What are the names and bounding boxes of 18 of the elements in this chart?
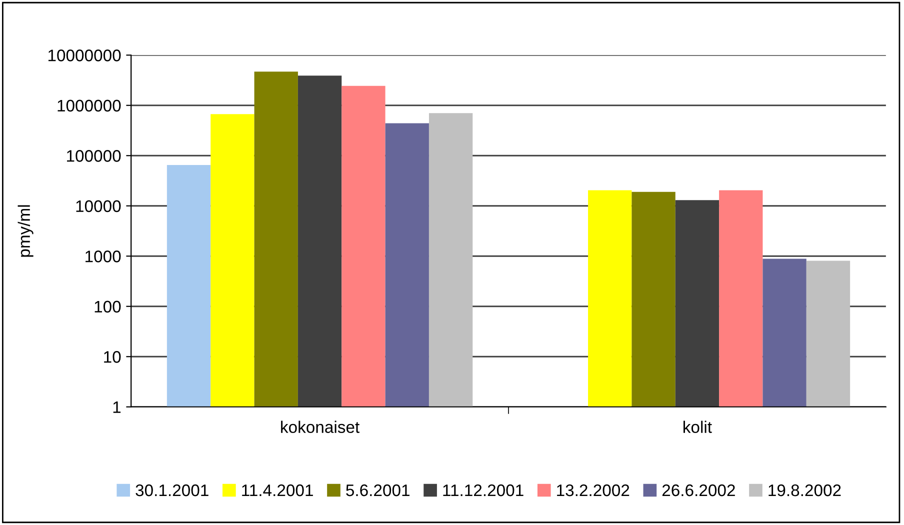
legend-label: 26.6.2002 xyxy=(662,484,735,496)
y-tick-label: 10000 xyxy=(76,200,121,212)
legend-label: 11.4.2001 xyxy=(242,484,313,496)
y-tick-label: 100000 xyxy=(67,150,121,162)
y-axis-title: pmy/ml xyxy=(18,205,34,257)
y-tick-label: 1000 xyxy=(86,250,121,262)
legend-label: 5.6.2001 xyxy=(346,484,410,496)
legend-label: 19.8.2002 xyxy=(768,484,841,496)
x-tick-label: kolit xyxy=(684,420,712,434)
y-tick-label: 100 xyxy=(94,300,121,313)
y-tick-label: 1000000 xyxy=(58,100,121,112)
x-tick-label: kokonaiset xyxy=(281,420,360,434)
legend-label: 30.1.2001 xyxy=(136,484,208,496)
y-tick-label: 1 xyxy=(113,401,121,413)
legend-label: 11.12.2001 xyxy=(443,484,524,496)
y-tick-label: 10000000 xyxy=(48,50,121,62)
legend-label: 13.2.2002 xyxy=(557,484,630,496)
y-tick-label: 10 xyxy=(104,351,121,363)
